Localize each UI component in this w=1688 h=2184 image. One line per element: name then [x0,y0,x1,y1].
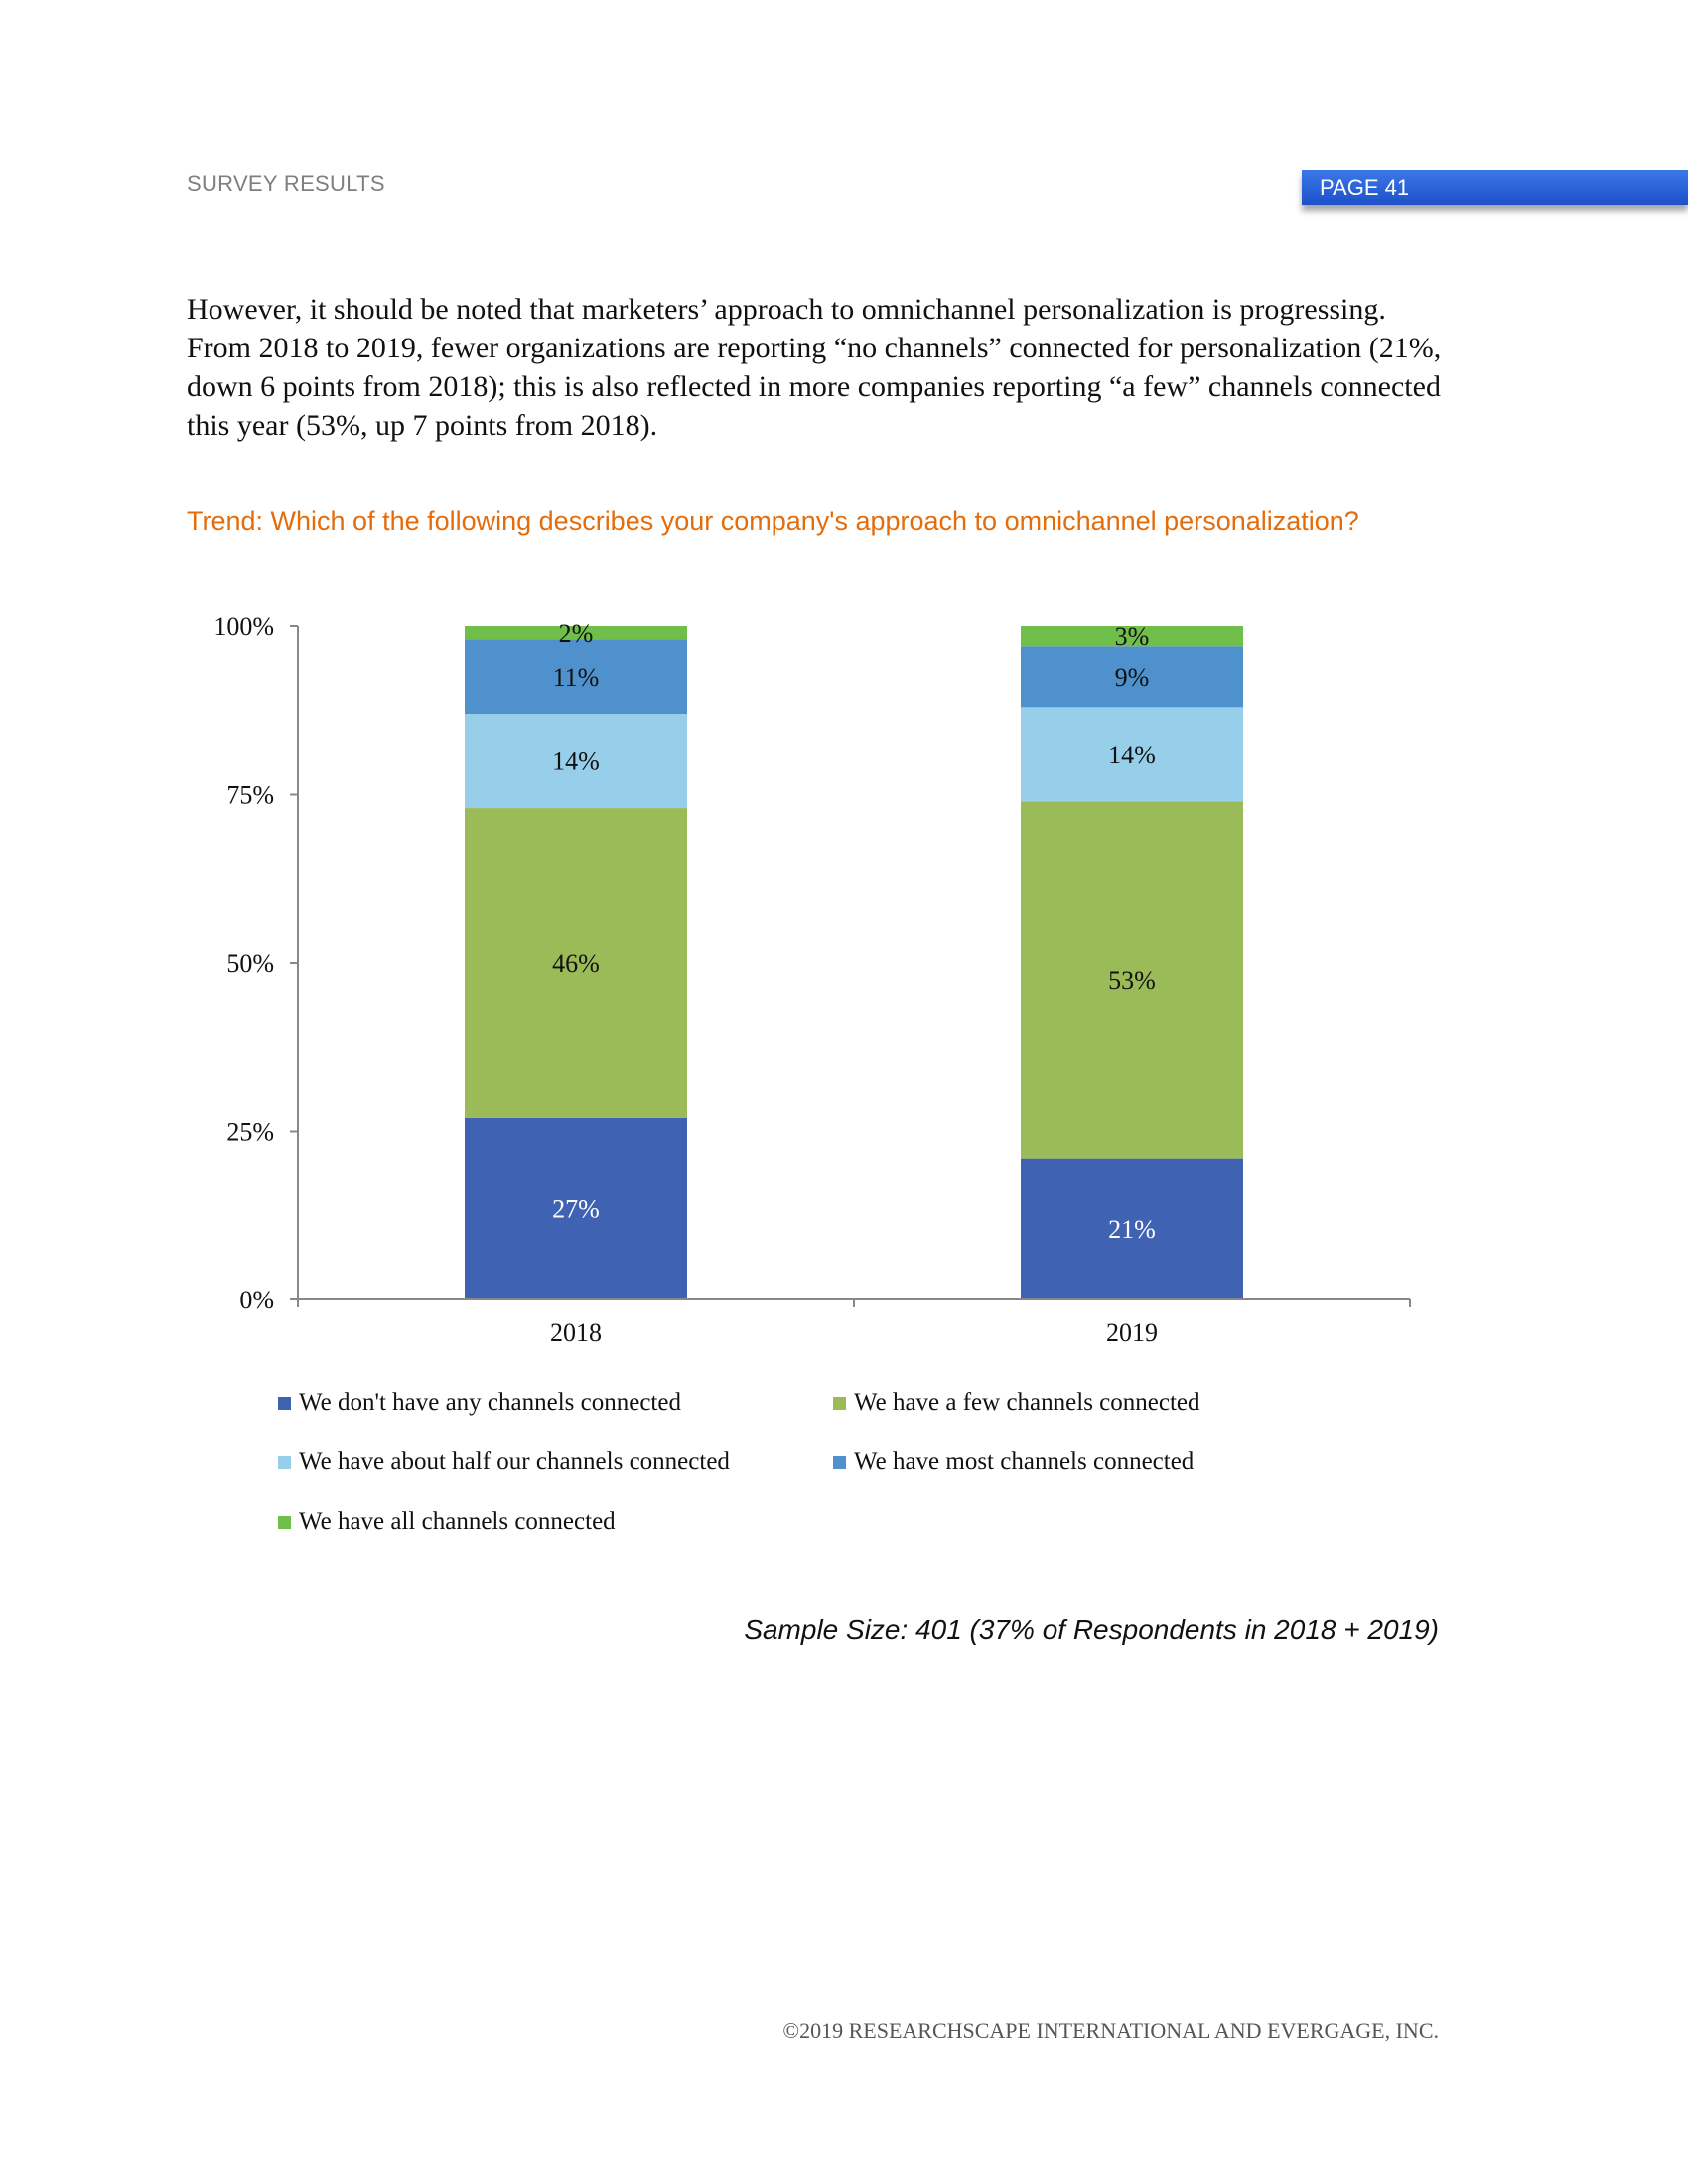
page-number-badge: PAGE 41 [1302,170,1688,205]
bar-segment [1021,626,1243,647]
bar-segment [465,639,687,715]
legend-label: We have all channels connected [299,1508,616,1535]
sample-size-note: Sample Size: 401 (37% of Respondents in … [744,1614,1439,1645]
bar-segment [1021,1158,1243,1299]
bar-segment [465,808,687,1118]
bar-segment [1021,801,1243,1159]
data-label: 3% [1115,622,1150,651]
bar-segment [1021,707,1243,802]
y-tick-label: 100% [213,613,274,641]
legend-item: We have a few channels connected [833,1389,1200,1417]
bar-segment [465,714,687,809]
bar-segment [465,626,687,640]
x-tick-label: 2018 [550,1318,602,1347]
stacked-bar-chart: 27% 46% 14% 11% 2% 2018 21% 53% 14% 9% 3% 2019 0% 25%… [213,613,1411,1347]
legend-label: We have about half our channels connecte… [299,1448,730,1475]
question-heading: Trend: Which of the following describes … [187,506,1359,536]
data-label: 9% [1115,663,1150,692]
legend-swatch [278,1396,291,1410]
legend-swatch [833,1396,846,1410]
copyright-footer: ©2019 RESEARCHSCAPE INTERNATIONAL AND EV… [782,2018,1439,2043]
y-tick-label: 25% [226,1118,274,1147]
data-label: 14% [552,748,600,776]
legend-label: We have a few channels connected [854,1389,1200,1416]
legend-label: We don't have any channels connected [299,1389,681,1416]
data-label: 14% [1108,741,1156,769]
legend-swatch [278,1515,291,1529]
bar-segment [1021,646,1243,708]
legend-swatch [833,1455,846,1469]
data-label: 21% [1108,1215,1156,1244]
body-paragraph: However, it should be noted that markete… [187,293,1442,442]
legend-item: We have about half our channels connecte… [278,1448,730,1476]
data-label: 11% [553,663,600,692]
data-label: 2% [559,619,594,648]
legend-item: We have most channels connected [833,1448,1194,1476]
x-tick-label: 2019 [1106,1318,1158,1347]
y-tick-label: 50% [226,949,274,978]
data-label: 53% [1108,966,1156,995]
legend-item: We have all channels connected [278,1508,616,1536]
y-tick-label: 75% [226,781,274,810]
legend-swatch [278,1455,291,1469]
section-header: SURVEY RESULTS [187,171,385,196]
legend-label: We have most channels connected [854,1448,1195,1475]
data-label: 27% [552,1194,600,1223]
data-label: 46% [552,949,600,978]
bar-segment [465,1117,687,1299]
legend-item: We don't have any channels connected [278,1389,681,1417]
y-tick-label: 0% [239,1286,274,1314]
